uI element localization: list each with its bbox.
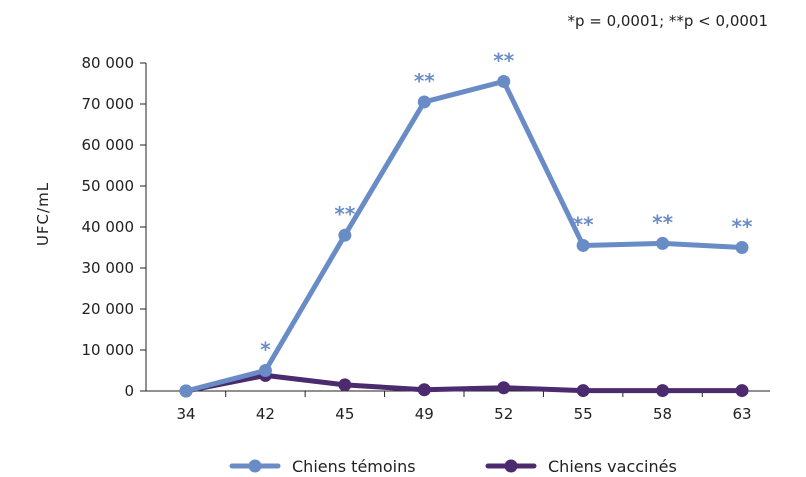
- series-1-point: [576, 238, 590, 252]
- series-1-point: [735, 241, 749, 254]
- y-tick-label: 60 000: [82, 136, 135, 154]
- series-2-line: [183, 372, 745, 394]
- x-axis-ticks: 34 42 45 49 52 55 58 63: [176, 391, 752, 423]
- y-tick-label: 10 000: [82, 341, 135, 359]
- series-1-line: [183, 78, 745, 394]
- legend-label: Chiens vaccinés: [548, 457, 677, 476]
- x-tick-label: 34: [176, 405, 195, 423]
- series-2-point: [497, 381, 511, 395]
- series-1-point: [258, 364, 272, 377]
- series-1-point: [417, 95, 431, 109]
- x-tick-label: 42: [256, 405, 275, 423]
- y-tick-label: 70 000: [82, 95, 135, 113]
- y-tick-label: 0: [124, 382, 134, 400]
- significance-marker: *: [260, 338, 271, 362]
- significance-marker: **: [334, 202, 355, 226]
- series-2-point: [576, 384, 590, 398]
- x-tick-label: 45: [335, 405, 354, 423]
- legend-label: Chiens témoins: [292, 457, 416, 476]
- series-layer: [179, 74, 749, 398]
- series-1-point: [179, 384, 193, 398]
- significance-note: *p = 0,0001; **p < 0,0001: [567, 12, 768, 30]
- significance-marker: **: [732, 215, 753, 239]
- y-tick-label: 80 000: [82, 54, 135, 72]
- series-2-point: [417, 383, 431, 397]
- y-tick-label: 30 000: [82, 259, 135, 277]
- x-tick-label: 58: [653, 405, 672, 423]
- significance-markers: ********* ** **: [260, 48, 753, 361]
- y-tick-label: 20 000: [82, 300, 135, 318]
- significance-marker: **: [652, 210, 673, 234]
- x-tick-label: 49: [415, 405, 434, 423]
- series-1-point: [656, 236, 670, 250]
- y-axis-label: UFC/mL: [34, 182, 52, 246]
- x-tick-label: 52: [494, 405, 513, 423]
- y-axis-ticks: 0 10 000 20 000 30 000 40 000 50 000 60 000 70 …: [82, 54, 146, 400]
- series-1-point: [497, 74, 511, 88]
- y-tick-label: 50 000: [82, 177, 135, 195]
- series-2-point: [656, 384, 670, 398]
- x-tick-label: 63: [732, 405, 751, 423]
- series-1-point: [338, 228, 352, 242]
- legend-swatch-point: [248, 459, 262, 473]
- y-tick-label: 40 000: [82, 218, 135, 236]
- significance-marker: **: [414, 69, 435, 93]
- legend-swatch-point: [504, 459, 518, 473]
- significance-marker: **: [573, 212, 594, 236]
- legend: Chiens témoins Chiens vaccinés: [229, 457, 677, 476]
- significance-marker: **: [493, 48, 514, 72]
- x-tick-label: 55: [574, 405, 593, 423]
- series-2-point: [338, 378, 352, 392]
- series-2-point: [735, 384, 749, 398]
